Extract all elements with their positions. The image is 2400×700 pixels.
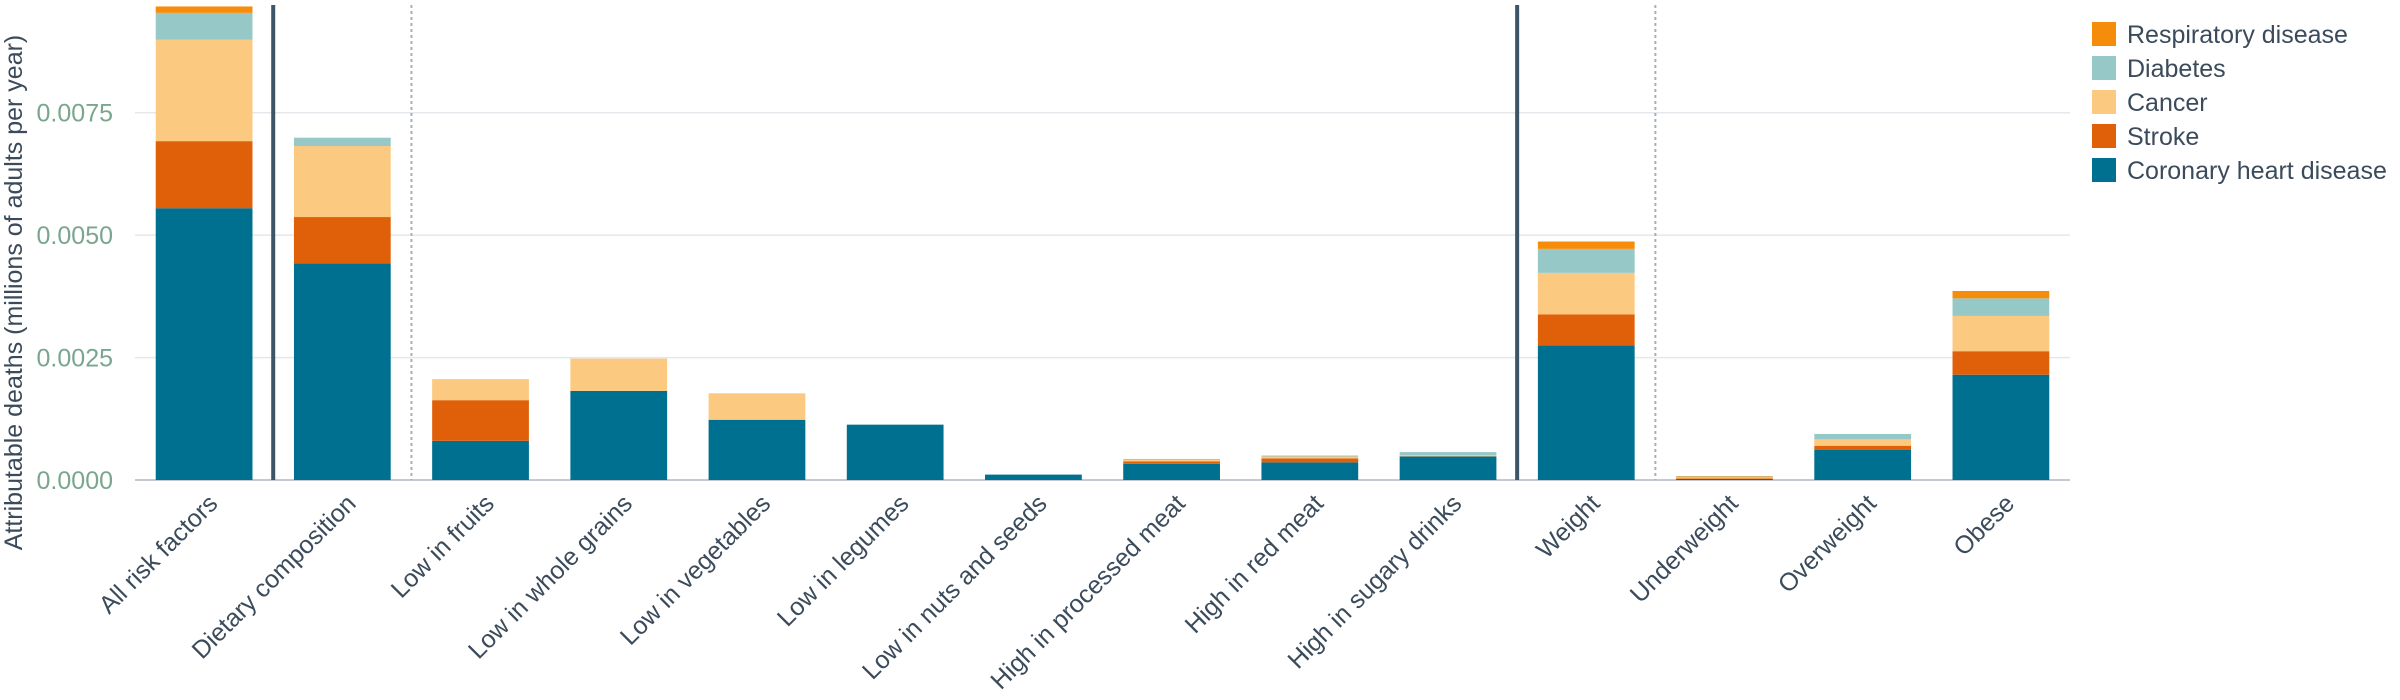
legend-swatch <box>2092 124 2116 148</box>
gridlines <box>135 111 2070 481</box>
bar-stack-low-in-vegetables <box>708 393 806 480</box>
bar-segment-cancer <box>708 393 806 420</box>
x-tick-label: Obese <box>1948 489 2020 561</box>
bar-stack-obese <box>1952 290 2050 480</box>
bar-segment-respiratory-disease <box>155 6 253 13</box>
bar-segment-cancer <box>570 358 668 391</box>
legend-swatch <box>2092 22 2116 46</box>
y-axis-title: Attributable deaths (millions of adults … <box>0 35 28 551</box>
bar-segment-coronary-heart-disease <box>1261 462 1359 480</box>
bar-stack-low-in-fruits <box>432 379 529 480</box>
legend: Respiratory disease Diabetes Cancer Stroke C… <box>2092 21 2387 185</box>
x-tick-label: Underweight <box>1625 489 1744 608</box>
legend-item-stroke: Stroke <box>2092 123 2199 151</box>
bar-segment-diabetes <box>1676 476 1773 478</box>
bar-segment-coronary-heart-disease <box>293 263 391 480</box>
bar-segment-cancer <box>432 379 529 401</box>
bar-stack-overweight <box>1814 433 1912 480</box>
legend-item-diabetes: Diabetes <box>2092 55 2226 83</box>
legend-item-cancer: Cancer <box>2092 89 2208 117</box>
bar-segment-coronary-heart-disease <box>1123 463 1220 480</box>
bar-segment-coronary-heart-disease <box>432 440 529 480</box>
x-tick-label: Low in fruits <box>386 489 500 603</box>
legend-item-respiratory-disease: Respiratory disease <box>2092 21 2348 49</box>
bar-stack-underweight <box>1676 476 1773 480</box>
bar-stack-low-in-nuts-and-seeds <box>985 474 1082 480</box>
bar-segment-diabetes <box>155 12 253 40</box>
bar-stack-high-in-sugary-drinks <box>1399 452 1497 480</box>
x-tick-label: Low in legumes <box>772 489 915 632</box>
bar-segment-coronary-heart-disease <box>155 208 253 480</box>
y-axis: 0.0000 0.0025 0.0050 0.0075 <box>37 100 113 495</box>
bar-segment-coronary-heart-disease <box>570 390 668 480</box>
bar-segment-coronary-heart-disease <box>985 474 1082 480</box>
bar-stack-weight <box>1537 241 1635 480</box>
bars <box>155 6 2050 480</box>
bar-segment-coronary-heart-disease <box>1952 374 2050 480</box>
bar-segment-coronary-heart-disease <box>1399 456 1497 480</box>
x-tick-label: Weight <box>1531 489 1606 564</box>
bar-segment-cancer <box>1537 272 1635 315</box>
bar-segment-stroke <box>293 217 391 264</box>
bar-stack-all-risk-factors <box>155 6 253 480</box>
y-tick-label: 0.0050 <box>37 222 113 250</box>
bar-stack-dietary-composition <box>293 137 391 480</box>
bar-segment-coronary-heart-disease <box>1814 449 1912 480</box>
legend-label: Respiratory disease <box>2127 21 2348 49</box>
legend-label: Coronary heart disease <box>2127 157 2387 185</box>
bar-stack-low-in-whole-grains <box>570 358 668 480</box>
bar-segment-stroke <box>1123 461 1220 464</box>
bar-segment-stroke <box>432 400 529 441</box>
bar-segment-diabetes <box>1952 298 2050 316</box>
bar-segment-coronary-heart-disease <box>1537 345 1635 480</box>
bar-segment-cancer <box>293 146 391 218</box>
bar-segment-cancer <box>1952 315 2050 352</box>
y-tick-label: 0.0000 <box>37 467 113 495</box>
y-tick-label: 0.0075 <box>37 100 113 128</box>
bar-stack-low-in-legumes <box>846 424 944 480</box>
bar-segment-stroke <box>1537 314 1635 346</box>
bar-segment-cancer <box>155 39 253 142</box>
bar-segment-cancer <box>1399 455 1497 457</box>
bar-segment-diabetes <box>1814 433 1912 440</box>
x-tick-label: Overweight <box>1773 489 1882 598</box>
bar-segment-coronary-heart-disease <box>846 424 944 480</box>
bar-segment-cancer <box>1814 439 1912 446</box>
legend-item-coronary-heart-disease: Coronary heart disease <box>2092 157 2387 185</box>
x-tick-label: All risk factors <box>94 489 224 619</box>
bar-segment-stroke <box>1261 458 1359 463</box>
legend-swatch <box>2092 56 2116 80</box>
bar-segment-cancer <box>1123 459 1220 462</box>
bar-segment-stroke <box>155 141 253 209</box>
bar-segment-respiratory-disease <box>1952 290 2050 299</box>
bar-segment-cancer <box>1676 477 1773 479</box>
bar-segment-diabetes <box>1261 455 1359 457</box>
bar-stack-high-in-red-meat <box>1261 455 1359 480</box>
y-tick-label: 0.0025 <box>37 345 113 373</box>
bar-segment-diabetes <box>1537 248 1635 273</box>
bar-stack-high-in-processed-meat <box>1123 458 1220 480</box>
x-tick-label: High in red meat <box>1180 489 1330 639</box>
legend-label: Stroke <box>2127 123 2199 151</box>
legend-swatch <box>2092 158 2116 182</box>
bar-segment-respiratory-disease <box>1537 241 1635 249</box>
bar-segment-cancer <box>1261 456 1359 459</box>
bar-segment-diabetes <box>293 137 391 147</box>
group-separators <box>271 5 1657 480</box>
bar-segment-stroke <box>1814 445 1912 450</box>
legend-label: Cancer <box>2127 89 2208 117</box>
legend-label: Diabetes <box>2127 55 2226 83</box>
bar-segment-coronary-heart-disease <box>708 419 806 480</box>
bar-segment-diabetes <box>1123 458 1220 460</box>
legend-swatch <box>2092 90 2116 114</box>
bar-segment-stroke <box>1952 351 2050 375</box>
bar-segment-diabetes <box>1399 452 1497 456</box>
bar-segment-coronary-heart-disease <box>1676 479 1773 480</box>
x-tick-label: Low in vegetables <box>615 489 776 650</box>
